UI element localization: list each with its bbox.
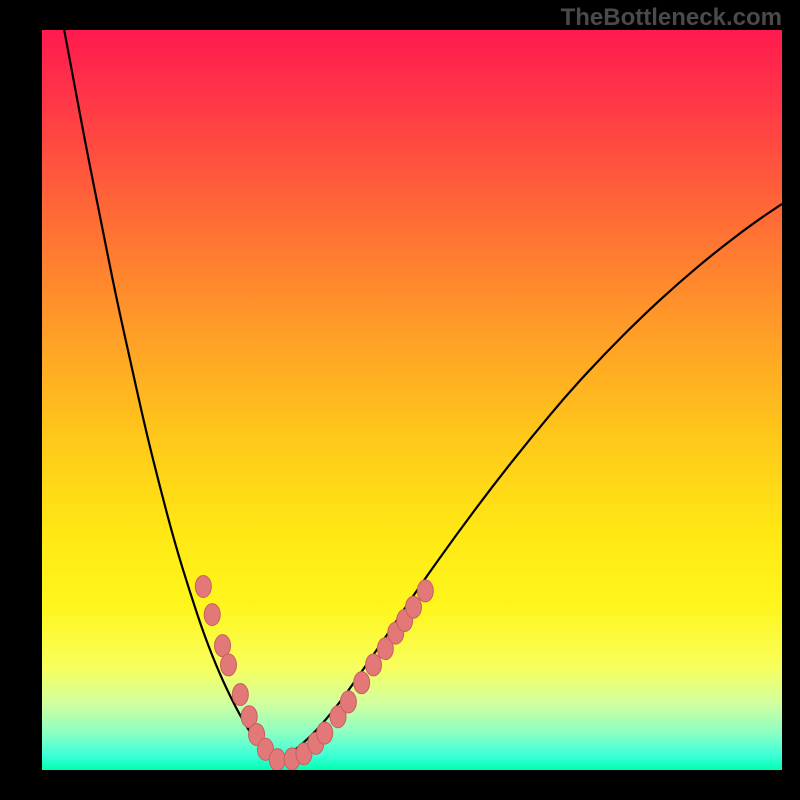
curve-marker: [354, 672, 370, 694]
curve-marker: [405, 596, 421, 618]
watermark-text: TheBottleneck.com: [561, 4, 782, 32]
curve-marker: [215, 635, 231, 657]
curve-marker: [366, 654, 382, 676]
plot-svg: [42, 30, 782, 770]
curve-marker: [220, 654, 236, 676]
curve-marker: [232, 684, 248, 706]
curve-marker: [340, 691, 356, 713]
curve-marker: [317, 722, 333, 744]
curve-marker: [269, 749, 285, 770]
curve-marker: [195, 575, 211, 597]
chart-container: TheBottleneck.com: [0, 0, 800, 800]
curve-marker: [204, 604, 220, 626]
curve-marker: [417, 580, 433, 602]
plot-background: [42, 30, 782, 770]
